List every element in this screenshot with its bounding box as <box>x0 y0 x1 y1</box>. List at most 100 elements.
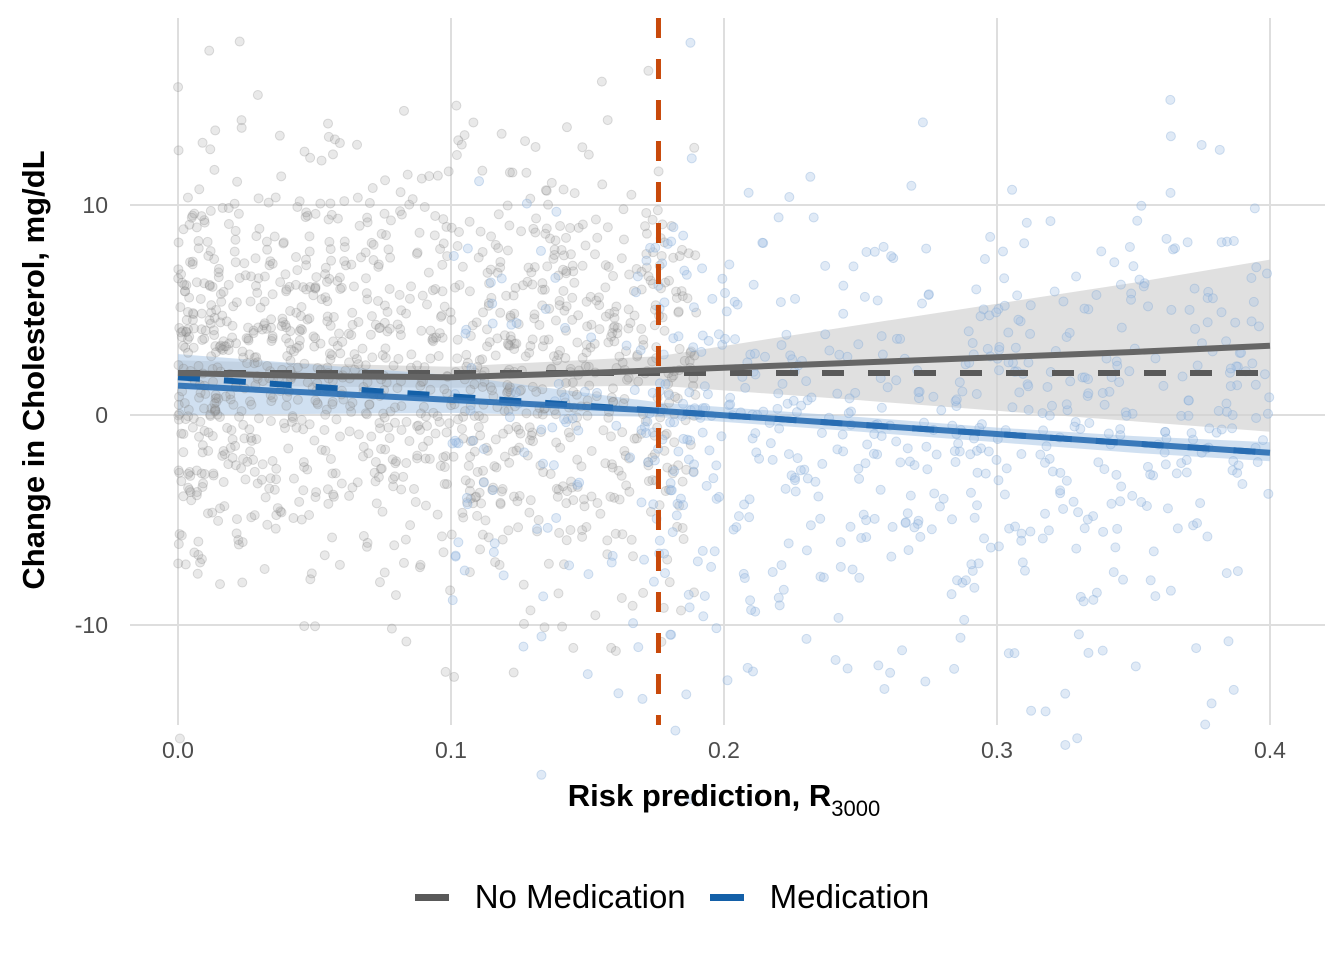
data-point-no-medication <box>239 258 250 269</box>
data-point-medication <box>745 349 756 360</box>
data-point-no-medication <box>395 323 406 334</box>
data-point-no-medication <box>332 213 343 224</box>
data-point-no-medication <box>231 528 242 539</box>
data-point-medication <box>926 524 937 535</box>
data-point-no-medication <box>592 497 603 508</box>
data-point-no-medication <box>213 272 224 283</box>
data-point-no-medication <box>257 459 268 470</box>
data-point-no-medication <box>561 325 572 336</box>
data-point-medication <box>697 263 708 274</box>
data-point-medication <box>1130 661 1141 672</box>
data-point-no-medication <box>353 317 364 328</box>
data-point-no-medication <box>301 254 312 265</box>
data-point-no-medication <box>572 412 583 423</box>
data-point-no-medication <box>537 341 548 352</box>
data-point-no-medication <box>610 646 621 657</box>
data-point-no-medication <box>327 396 338 407</box>
data-point-no-medication <box>420 411 431 422</box>
data-point-no-medication <box>310 281 321 292</box>
data-point-no-medication <box>381 230 392 241</box>
data-point-no-medication <box>569 277 580 288</box>
data-point-medication <box>802 395 813 406</box>
data-point-no-medication <box>688 380 699 391</box>
data-point-medication <box>1145 575 1156 586</box>
data-point-medication <box>1168 244 1179 255</box>
data-point-no-medication <box>392 319 403 330</box>
data-point-no-medication <box>501 290 512 301</box>
legend-item-no-medication[interactable]: No Medication <box>414 878 686 916</box>
data-point-no-medication <box>389 417 400 428</box>
data-point-no-medication <box>347 319 358 330</box>
data-point-medication <box>1143 301 1154 312</box>
data-point-no-medication <box>452 240 463 251</box>
data-point-medication <box>1190 323 1201 334</box>
data-point-no-medication <box>561 498 572 509</box>
data-point-no-medication <box>600 282 611 293</box>
data-point-medication <box>1088 511 1099 522</box>
data-point-medication <box>586 332 597 343</box>
data-point-no-medication <box>501 387 512 398</box>
data-point-medication <box>1162 503 1173 514</box>
data-point-no-medication <box>398 471 409 482</box>
data-point-no-medication <box>230 225 241 236</box>
data-point-no-medication <box>509 343 520 354</box>
data-point-no-medication <box>294 326 305 337</box>
data-point-medication <box>861 532 872 543</box>
data-point-medication <box>1228 456 1239 467</box>
data-point-no-medication <box>674 343 685 354</box>
data-point-no-medication <box>603 261 614 272</box>
data-point-medication <box>815 571 826 582</box>
data-point-medication <box>1001 463 1012 474</box>
data-point-medication <box>1142 461 1153 472</box>
data-point-no-medication <box>281 286 292 297</box>
data-point-medication <box>830 654 841 665</box>
data-point-no-medication <box>226 425 237 436</box>
data-point-medication <box>854 473 865 484</box>
data-point-no-medication <box>678 534 689 545</box>
data-point-no-medication <box>174 391 185 402</box>
data-point-no-medication <box>541 223 552 234</box>
data-point-no-medication <box>664 484 675 495</box>
data-point-no-medication <box>233 208 244 219</box>
data-point-no-medication <box>233 539 244 550</box>
data-point-no-medication <box>185 470 196 481</box>
data-point-no-medication <box>449 671 460 682</box>
data-point-no-medication <box>225 394 236 405</box>
data-point-no-medication <box>327 399 338 410</box>
data-point-no-medication <box>361 288 372 299</box>
data-point-no-medication <box>308 331 319 342</box>
data-point-medication <box>895 333 906 344</box>
data-point-medication <box>1188 520 1199 531</box>
data-point-no-medication <box>278 237 289 248</box>
data-point-no-medication <box>219 341 230 352</box>
data-point-medication <box>913 387 924 398</box>
data-point-no-medication <box>626 534 637 545</box>
data-point-medication <box>1204 423 1215 434</box>
data-point-no-medication <box>294 196 305 207</box>
data-point-medication <box>535 245 546 256</box>
data-point-no-medication <box>325 320 336 331</box>
data-point-medication <box>1172 523 1183 534</box>
data-point-no-medication <box>465 493 476 504</box>
data-point-no-medication <box>280 269 291 280</box>
data-point-no-medication <box>606 459 617 470</box>
data-point-no-medication <box>181 280 192 291</box>
data-point-medication <box>665 417 676 428</box>
data-point-medication <box>1047 466 1058 477</box>
data-point-no-medication <box>196 308 207 319</box>
data-point-no-medication <box>323 214 334 225</box>
data-point-no-medication <box>505 387 516 398</box>
data-point-no-medication <box>182 334 193 345</box>
data-point-no-medication <box>282 351 293 362</box>
data-point-medication <box>1116 481 1127 492</box>
confidence-band-no-medication <box>178 259 1270 432</box>
data-point-no-medication <box>527 381 538 392</box>
data-point-no-medication <box>680 415 691 426</box>
data-point-no-medication <box>518 579 529 590</box>
data-point-no-medication <box>240 474 251 485</box>
legend-item-medication[interactable]: Medication <box>709 878 929 916</box>
data-point-no-medication <box>461 349 472 360</box>
data-point-no-medication <box>504 167 515 178</box>
data-point-no-medication <box>215 317 226 328</box>
data-point-no-medication <box>334 559 345 570</box>
